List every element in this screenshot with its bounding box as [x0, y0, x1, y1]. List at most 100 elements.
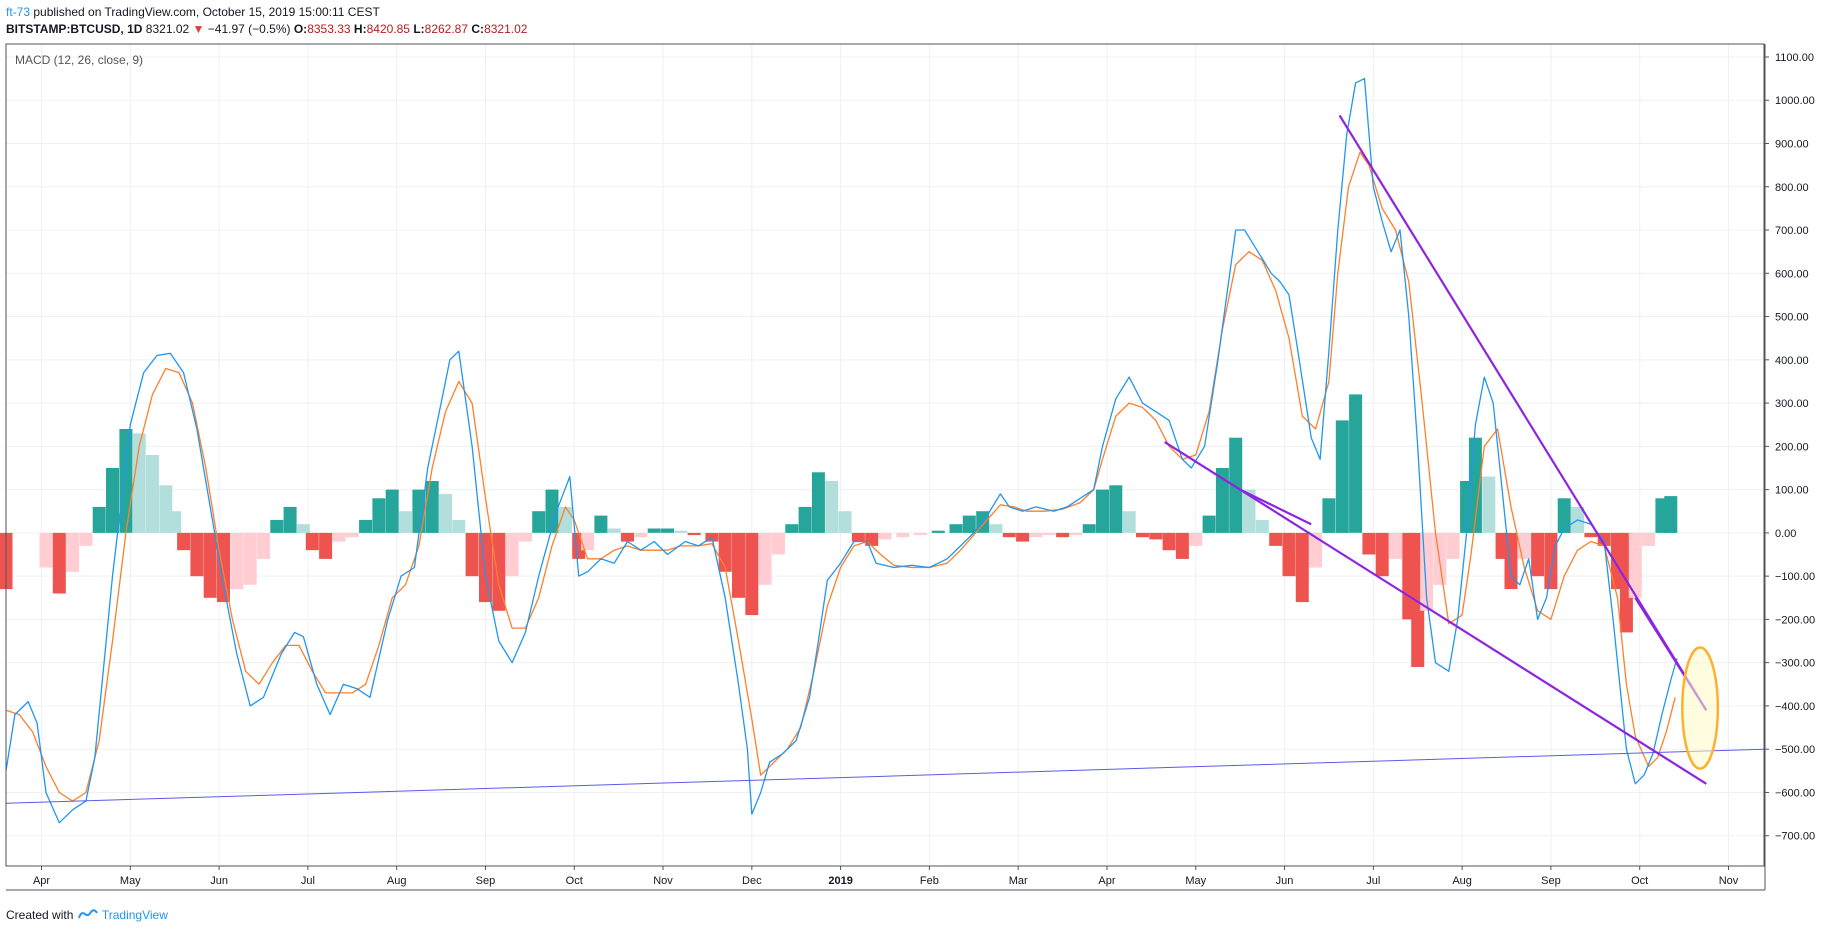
histogram-bar	[296, 524, 310, 533]
histogram-bar	[851, 532, 865, 542]
histogram-bar	[758, 532, 772, 585]
x-tick-label: Aug	[387, 875, 407, 887]
x-tick-label: Sep	[1541, 875, 1561, 887]
baseline-trendline	[5, 748, 1765, 804]
histogram-bar	[146, 455, 159, 533]
histogram-bar	[1082, 524, 1096, 533]
x-tick-label: Jun	[1276, 875, 1294, 887]
plot-border	[5, 43, 1765, 867]
time-scale[interactable]: Apr May Jun Jul Aug Sep Oct Nov Dec 2019 Feb Mar Apr…	[33, 866, 1739, 887]
x-tick-label: Apr	[1098, 875, 1115, 887]
tradingview-link[interactable]: TradingView	[101, 908, 168, 922]
histogram-bar	[1322, 498, 1336, 533]
histogram-bar	[1642, 532, 1656, 546]
y-tick-label: −100.00	[1775, 571, 1815, 583]
histogram-bar	[372, 498, 386, 533]
histogram-bar	[594, 515, 608, 533]
y-tick-label: 300.00	[1775, 398, 1809, 410]
histogram-bar	[1242, 489, 1256, 533]
highlight-ellipse	[1681, 646, 1720, 770]
x-tick-label: Mar	[1009, 875, 1028, 887]
histogram-bar	[1269, 532, 1283, 546]
open-value: 8353.33	[307, 22, 351, 36]
histogram-bar	[1189, 532, 1203, 546]
histogram-bar	[243, 532, 257, 585]
histogram-bar	[732, 532, 745, 598]
x-tick-label: Apr	[33, 875, 50, 887]
histogram-bar	[190, 532, 204, 577]
last-price: 8321.02	[145, 22, 190, 36]
histogram-bar	[1375, 532, 1389, 577]
price-scale[interactable]: 1100.00 1000.00 900.00 800.00 700.00 600.00 50…	[1765, 52, 1815, 843]
chart-grid	[6, 44, 1764, 866]
y-tick-label: 1100.00	[1775, 52, 1814, 64]
histogram-bar	[647, 528, 661, 533]
histogram-bar	[385, 489, 399, 533]
histogram-bar	[785, 524, 799, 533]
y-tick-label: 200.00	[1775, 441, 1809, 453]
x-tick-label: Feb	[920, 875, 939, 887]
histogram-bar	[412, 489, 426, 533]
author-link[interactable]: ft-73	[6, 5, 31, 19]
x-tick-label: Oct	[1631, 875, 1648, 887]
x-tick-label: Oct	[566, 875, 583, 887]
y-tick-label: 0.00	[1775, 528, 1796, 540]
macd-chart[interactable]: 1100.00 1000.00 900.00 800.00 700.00 600.00 50…	[0, 0, 1828, 905]
histogram-bar	[66, 532, 80, 572]
histogram-bar	[1149, 532, 1163, 540]
histogram-bar	[878, 532, 892, 540]
histogram-bar	[1309, 532, 1323, 568]
histogram-bar	[1597, 532, 1611, 546]
histogram-bar	[558, 506, 572, 533]
histogram-bar	[949, 524, 963, 533]
histogram-bar	[838, 511, 852, 533]
x-tick-label: Jul	[301, 875, 315, 887]
price-change: −41.97 (−0.5%)	[207, 22, 291, 36]
y-tick-label: −300.00	[1775, 658, 1815, 670]
y-tick-label: 800.00	[1775, 182, 1809, 194]
histogram-bar	[718, 532, 732, 572]
histogram-bar	[1544, 532, 1558, 590]
symbol-label: BITSTAMP:BTCUSD, 1D	[6, 22, 143, 36]
histogram-bar	[745, 532, 759, 616]
macd-histogram	[0, 394, 1678, 667]
x-tick-label: Dec	[742, 875, 762, 887]
histogram-bar	[132, 433, 146, 533]
publish-info: published on TradingView.com, October 15…	[30, 5, 380, 19]
created-with-label: Created with	[6, 908, 74, 922]
open-label: O:	[293, 22, 308, 36]
signal-line	[5, 151, 1676, 802]
histogram-bar	[1389, 532, 1402, 559]
histogram-bar	[532, 511, 546, 533]
histogram-bar	[479, 532, 492, 603]
tradingview-logo-icon	[77, 908, 102, 922]
histogram-bar	[798, 506, 812, 533]
y-tick-label: 100.00	[1775, 485, 1809, 497]
histogram-bar	[425, 481, 439, 533]
histogram-bar	[1335, 420, 1349, 533]
publish-line: ft-73 published on TradingView.com, Octo…	[6, 4, 380, 20]
histogram-bar	[1042, 532, 1056, 536]
histogram-bar	[1136, 532, 1149, 538]
x-tick-label: Jul	[1366, 875, 1380, 887]
histogram-bar	[607, 528, 621, 533]
histogram-bar	[825, 481, 839, 533]
histogram-bar	[217, 532, 230, 603]
histogram-bar	[168, 511, 182, 533]
histogram-bar	[1349, 394, 1363, 533]
histogram-bar	[811, 472, 825, 533]
footer: Created with TradingView	[6, 907, 168, 923]
histogram-bar	[1122, 511, 1136, 533]
histogram-bar	[1016, 532, 1030, 542]
histogram-bar	[359, 519, 373, 533]
histogram-bar	[1002, 532, 1016, 538]
histogram-bar	[914, 532, 927, 536]
histogram-bar	[230, 532, 244, 590]
x-tick-label: Aug	[1452, 875, 1472, 887]
down-triangle-icon: ▼	[192, 22, 205, 36]
y-tick-label: 500.00	[1775, 312, 1809, 324]
histogram-bar	[257, 532, 270, 559]
trendline-1	[1164, 441, 1707, 785]
histogram-bar	[203, 532, 217, 598]
histogram-bar	[106, 468, 119, 533]
